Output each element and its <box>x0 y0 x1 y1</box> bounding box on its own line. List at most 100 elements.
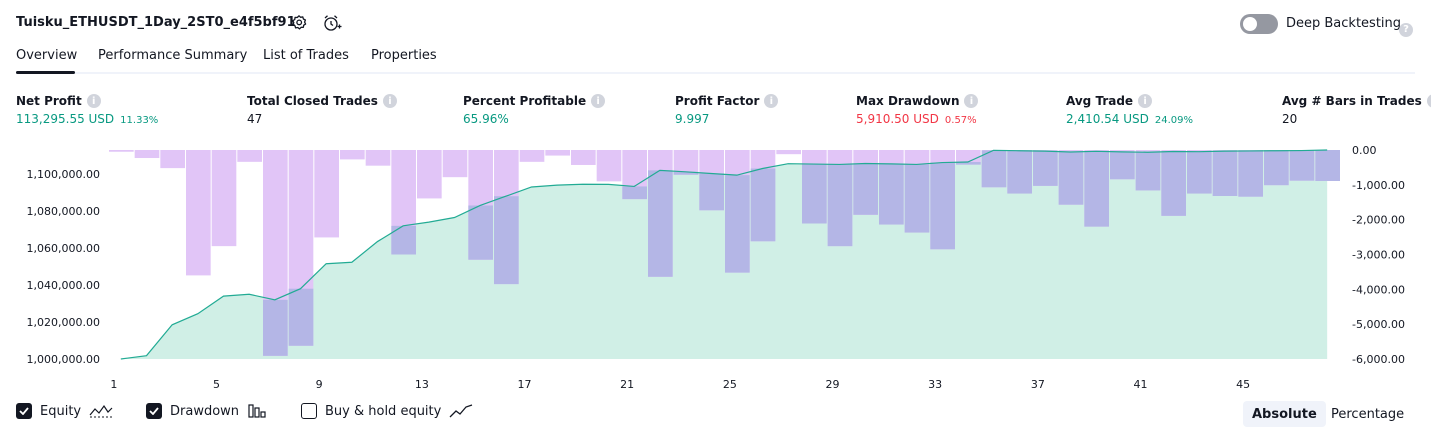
left-axis-tick-label: 1,060,000.00 <box>27 242 100 255</box>
drawdown-bar-overlap <box>853 163 878 215</box>
x-axis-tick-label: 1 <box>110 378 117 391</box>
tabs-divider <box>16 72 1415 74</box>
deep-backtesting-toggle[interactable] <box>1240 14 1278 34</box>
percentage-button[interactable]: Percentage <box>1331 406 1405 422</box>
strategy-title: Tuisku_ETHUSDT_1Day_2ST0_e4f5bf91 <box>16 15 296 30</box>
drawdown-bar <box>596 150 622 182</box>
drawdown-bar <box>109 150 134 152</box>
right-axis-tick-label: -5,000.00 <box>1352 318 1405 331</box>
right-axis-tick-label: -4,000.00 <box>1352 283 1405 296</box>
tab-overview[interactable]: Overview <box>16 48 78 63</box>
drawdown-bar-overlap <box>1110 151 1135 180</box>
stat-value: 65.96% <box>463 112 509 126</box>
equity-drawdown-chart[interactable]: 1,100,000.00 1,080,000.00 1,060,000.00 1,04… <box>0 140 1431 396</box>
drawdown-bar <box>211 150 237 247</box>
tab-properties[interactable]: Properties <box>371 48 437 63</box>
left-axis-tick-label: 1,100,000.00 <box>27 168 100 181</box>
drawdown-bar-overlap <box>1007 150 1032 194</box>
tab-performance-summary[interactable]: Performance Summary <box>98 48 248 63</box>
left-axis-tick-label: 1,040,000.00 <box>27 279 100 292</box>
drawdown-bar-overlap <box>725 175 750 273</box>
deep-backtesting-help-button[interactable]: ? <box>1399 17 1413 37</box>
equity-wave-icon <box>89 404 113 418</box>
check-icon <box>19 407 29 415</box>
help-icon: ? <box>1399 22 1413 37</box>
x-axis-tick-label: 45 <box>1236 378 1250 391</box>
stat-value: 2,410.54 USD <box>1066 112 1149 126</box>
legend-label: Buy & hold equity <box>325 403 442 419</box>
x-axis-tick-label: 41 <box>1134 378 1148 391</box>
drawdown-bar-overlap <box>1315 150 1340 182</box>
stat-value: 47 <box>247 112 263 126</box>
info-icon[interactable]: i <box>1138 94 1153 108</box>
drawdown-bars-icon <box>248 404 266 418</box>
gear-icon <box>292 15 307 30</box>
settings-button[interactable] <box>289 13 309 33</box>
stat-label: Max Drawdown <box>856 94 960 108</box>
check-icon <box>149 407 159 415</box>
tab-list-of-trades[interactable]: List of Trades <box>263 48 349 63</box>
drawdown-bar <box>519 150 545 162</box>
drawdown-bar-overlap <box>1238 150 1263 197</box>
drawdown-bar-overlap <box>904 164 930 233</box>
right-axis-tick-label: 0.00 <box>1352 144 1377 157</box>
drawdown-bar <box>160 150 185 169</box>
legend-equity[interactable]: Equity <box>16 403 113 419</box>
absolute-button[interactable]: Absolute <box>1243 401 1326 427</box>
x-axis-tick-label: 5 <box>213 378 220 391</box>
stat-label: Percent Profitable <box>463 94 587 108</box>
drawdown-bar-overlap <box>288 288 314 346</box>
x-axis-tick-label: 17 <box>518 378 532 391</box>
drawdown-bar-overlap <box>648 170 673 277</box>
stat-total-closed-trades: Total Closed Trades i 47 <box>247 94 397 126</box>
drawdown-bar-overlap <box>981 150 1007 188</box>
legend-label: Equity <box>40 403 82 419</box>
drawdown-bar <box>673 150 699 175</box>
right-axis-tick-label: -6,000.00 <box>1352 353 1405 366</box>
drawdown-bar <box>545 150 570 156</box>
stat-max-drawdown: Max Drawdown i 5,910.50 USD 0.57% <box>856 94 979 126</box>
deep-backtesting-label: Deep Backtesting <box>1286 16 1402 31</box>
drawdown-bar-overlap <box>1135 152 1161 191</box>
info-icon[interactable]: i <box>964 94 979 108</box>
legend-drawdown[interactable]: Drawdown <box>146 403 267 419</box>
drawdown-bar <box>134 150 160 159</box>
buy-hold-line-icon <box>449 404 473 418</box>
drawdown-checkbox[interactable] <box>146 403 162 419</box>
stat-net-profit: Net Profit i 113,295.55 USD 11.33% <box>16 94 158 126</box>
x-axis-tick-label: 29 <box>826 378 840 391</box>
stat-percent: 0.57% <box>944 115 977 126</box>
stat-percent: 24.09% <box>1154 115 1194 126</box>
right-axis-tick-label: -3,000.00 <box>1352 249 1405 262</box>
drawdown-bar <box>314 150 339 238</box>
equity-checkbox[interactable] <box>16 403 32 419</box>
add-alert-clock-icon <box>324 15 342 31</box>
add-alert-button[interactable] <box>322 13 342 33</box>
stat-value: 9.997 <box>675 112 710 126</box>
x-axis-tick-label: 13 <box>415 378 429 391</box>
info-icon[interactable]: i <box>382 94 397 108</box>
drawdown-bar <box>417 150 442 199</box>
drawdown-bar <box>237 150 262 162</box>
info-icon[interactable]: i <box>86 94 101 108</box>
stat-avg-trade: Avg Trade i 2,410.54 USD 24.09% <box>1066 94 1193 126</box>
left-axis-tick-label: 1,000,000.00 <box>27 353 100 366</box>
equity-area <box>120 150 1328 359</box>
info-icon[interactable]: i <box>1426 94 1431 108</box>
stat-percent-profitable: Percent Profitable i 65.96% <box>463 94 606 126</box>
toggle-knob <box>1243 17 1257 31</box>
info-icon[interactable]: i <box>591 94 606 108</box>
drawdown-bar-overlap <box>1289 150 1315 181</box>
x-axis-tick-label: 21 <box>620 378 634 391</box>
x-axis-tick-label: 9 <box>316 378 323 391</box>
legend-buy-hold-equity[interactable]: Buy & hold equity <box>301 403 473 419</box>
stat-profit-factor: Profit Factor i 9.997 <box>675 94 779 126</box>
drawdown-bar <box>956 150 981 165</box>
buy-hold-checkbox[interactable] <box>301 403 317 419</box>
drawdown-bar-overlap <box>802 164 827 224</box>
x-axis-tick-label: 33 <box>928 378 942 391</box>
drawdown-bar-overlap <box>1033 151 1058 186</box>
info-icon[interactable]: i <box>764 94 779 108</box>
drawdown-bar-overlap <box>1264 150 1289 186</box>
drawdown-bar <box>365 150 391 166</box>
